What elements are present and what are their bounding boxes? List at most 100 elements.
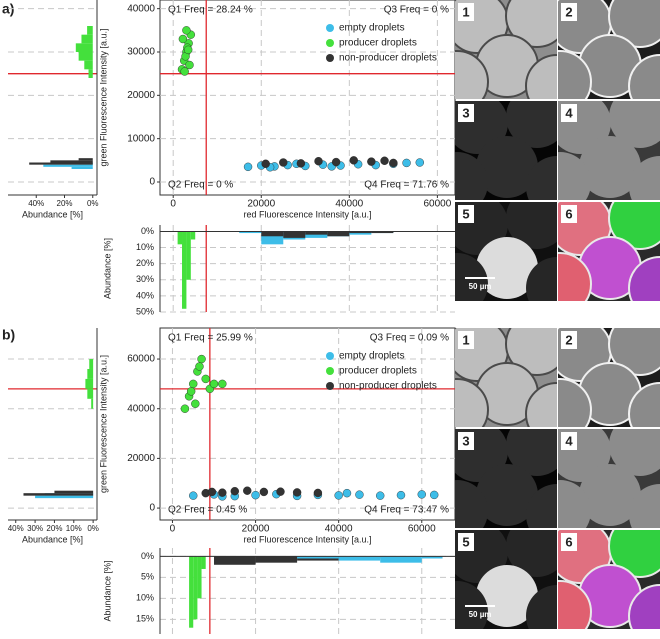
droplet — [628, 256, 660, 301]
droplet — [628, 382, 660, 427]
point — [218, 488, 227, 497]
droplet — [628, 54, 660, 99]
histogram-bar — [186, 231, 191, 280]
histogram-bar — [87, 26, 93, 35]
droplet — [558, 378, 592, 427]
y-tick-label: 20000 — [127, 453, 155, 464]
point — [218, 379, 227, 389]
histogram-bar — [23, 493, 94, 496]
image-label: 3 — [462, 105, 469, 120]
x-axis-label: red Fluorescence Intensity [a.u.] — [243, 209, 371, 219]
point — [367, 157, 376, 166]
droplet — [476, 237, 538, 299]
histogram-bar — [297, 556, 339, 559]
droplet — [525, 382, 557, 427]
histogram-bar — [87, 368, 94, 379]
histogram-bar — [50, 160, 93, 163]
x-tick-label: 0 — [170, 199, 176, 210]
x-tick-label: 40% — [8, 524, 24, 533]
x-tick-label: 60000 — [423, 199, 451, 210]
y-tick-label: 60000 — [127, 354, 155, 365]
y-tick-label: 0 — [149, 503, 155, 514]
point — [201, 374, 210, 384]
legend-marker — [326, 382, 334, 390]
point — [207, 487, 217, 497]
y-tick-label: 20% — [136, 258, 154, 268]
plot-frame — [159, 327, 456, 521]
legend-marker — [326, 367, 334, 375]
legend-label: producer droplets — [339, 366, 417, 377]
image-label-box — [458, 205, 474, 223]
droplet — [628, 584, 660, 629]
histogram-bar — [177, 231, 183, 245]
image-label-box — [458, 533, 474, 551]
droplet — [505, 328, 557, 376]
histogram-bar — [78, 52, 93, 61]
y-tick-label: 10000 — [127, 133, 155, 144]
legend-label: non-producer droplets — [339, 53, 437, 64]
point — [251, 490, 260, 500]
scale-bar-label: 50 µm — [469, 610, 492, 619]
droplet — [558, 50, 592, 99]
image-label: 6 — [565, 534, 572, 549]
histogram-bar — [43, 164, 93, 167]
quadrant-annotation: Q1 Freq = 28.24 % — [168, 5, 253, 16]
histogram-bar — [89, 359, 94, 369]
point — [191, 399, 200, 408]
point — [243, 162, 253, 172]
quadrant-annotation: Q1 Freq = 25.99 % — [168, 333, 253, 344]
droplet — [526, 484, 557, 528]
histogram-bar — [305, 231, 328, 235]
histogram-bar — [190, 231, 196, 240]
point — [342, 488, 352, 498]
y-tick-label: 30% — [136, 274, 154, 284]
image-label-box — [561, 104, 577, 122]
image-label: 5 — [462, 534, 469, 549]
quadrant-annotation: Q2 Freq = 0 % — [168, 180, 233, 191]
histogram-bar — [214, 556, 256, 565]
image-label-box — [561, 331, 577, 349]
histogram-bar — [349, 231, 372, 234]
y-tick-label: 40000 — [127, 403, 155, 414]
droplet — [558, 480, 591, 528]
droplet — [558, 252, 592, 301]
x-axis-label: Abundance [%] — [22, 534, 83, 544]
legend-label: non-producer droplets — [339, 381, 437, 392]
image-label-box — [458, 331, 474, 349]
point — [334, 491, 343, 500]
x-tick-label: 30% — [27, 524, 43, 533]
point — [185, 60, 194, 70]
x-tick-label: 40000 — [335, 199, 363, 210]
microscopy-image — [455, 429, 557, 528]
droplet — [506, 530, 557, 577]
x-tick-label: 20000 — [247, 199, 275, 210]
image-label: 4 — [565, 105, 573, 120]
droplet — [629, 484, 660, 528]
image-label: 5 — [462, 206, 469, 221]
droplet — [476, 464, 538, 526]
quadrant-annotation: Q3 Freq = 0.09 % — [370, 333, 449, 344]
point — [186, 387, 196, 396]
image-label-box — [458, 432, 474, 450]
droplet — [579, 464, 641, 526]
histogram-bar — [71, 166, 93, 169]
point — [261, 159, 270, 169]
histogram-bar — [380, 556, 422, 563]
point — [402, 158, 411, 168]
droplet — [506, 101, 557, 148]
x-tick-label: 20% — [46, 524, 62, 533]
y-tick-label: 0% — [141, 226, 154, 236]
histogram-bar — [371, 231, 394, 234]
microscopy-image — [558, 429, 660, 528]
histogram-bar — [182, 231, 187, 309]
droplet — [579, 136, 641, 198]
x-tick-label: 60000 — [408, 524, 436, 535]
y-axis-label: Abundance [%] — [102, 560, 112, 621]
quadrant-annotation: Q4 Freq = 71.76 % — [364, 180, 449, 191]
y-tick-label: 15% — [136, 614, 154, 624]
point — [417, 490, 426, 499]
histogram-bar — [193, 556, 198, 620]
point — [178, 34, 188, 44]
point — [355, 490, 364, 499]
